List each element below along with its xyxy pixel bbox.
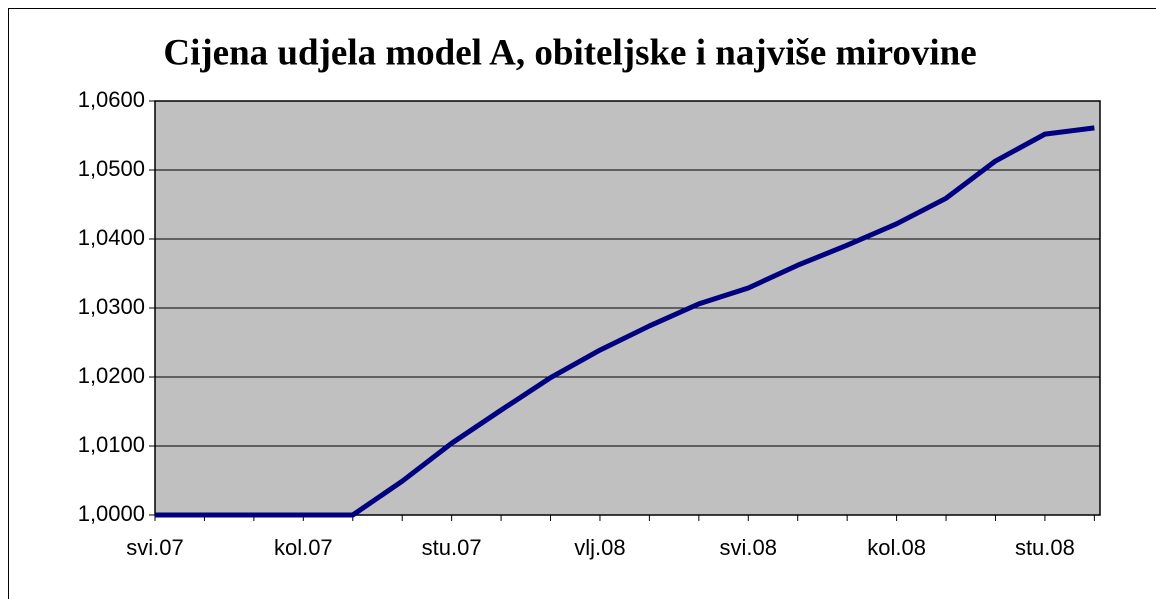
x-tick-label: stu.07 — [422, 535, 482, 560]
y-tick-label: 1,0600 — [78, 87, 145, 112]
y-tick-label: 1,0400 — [78, 225, 145, 250]
y-tick-label: 1,0500 — [78, 156, 145, 181]
y-tick-label: 1,0200 — [78, 363, 145, 388]
x-tick-label: stu.08 — [1015, 535, 1075, 560]
x-tick-label: kol.08 — [867, 535, 926, 560]
chart-title: Cijena udjela model A, obiteljske i najv… — [163, 32, 976, 73]
x-tick-label: kol.07 — [274, 535, 333, 560]
y-tick-label: 1,0300 — [78, 294, 145, 319]
y-tick-label: 1,0000 — [78, 501, 145, 526]
x-tick-label: vlj.08 — [574, 535, 625, 560]
y-tick-label: 1,0100 — [78, 432, 145, 457]
line-series — [155, 125, 1095, 518]
x-tick-label: svi.08 — [720, 535, 777, 560]
x-tick-label: svi.07 — [126, 535, 183, 560]
